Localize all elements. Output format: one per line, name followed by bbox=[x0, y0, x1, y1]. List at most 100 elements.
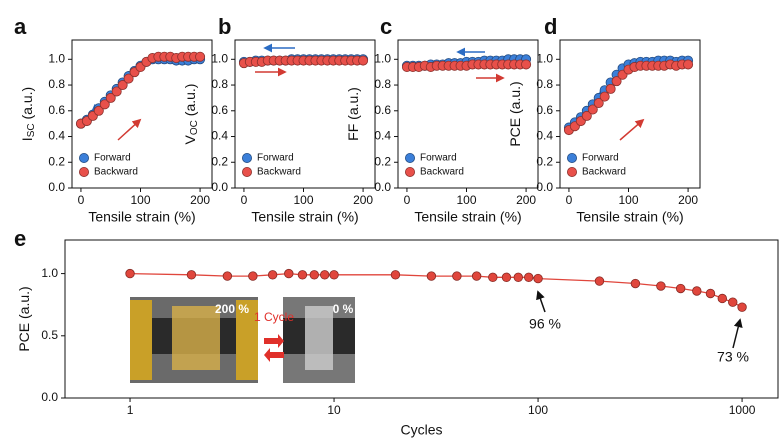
legend-marker bbox=[404, 166, 415, 177]
panel-label: a bbox=[14, 14, 27, 39]
y-tick-label: 0.2 bbox=[211, 154, 228, 168]
data-point bbox=[125, 268, 135, 279]
legend-label: Forward bbox=[94, 153, 131, 164]
x-tick-label: 200 bbox=[190, 193, 210, 207]
y-tick-label: 0.8 bbox=[48, 77, 65, 91]
inset-label: 200 % bbox=[215, 302, 249, 316]
data-point bbox=[692, 286, 702, 296]
panel-label: e bbox=[14, 226, 26, 251]
legend-label: Backward bbox=[582, 167, 626, 178]
plot-frame bbox=[397, 39, 539, 189]
y-tick-label: 0.8 bbox=[374, 77, 391, 91]
y-axis-label-part: OC bbox=[189, 120, 200, 135]
y-tick-label: 0.5 bbox=[41, 328, 58, 342]
data-point bbox=[117, 80, 128, 91]
x-tick-label: 100 bbox=[293, 193, 313, 207]
x-tick-label: 200 bbox=[353, 193, 373, 207]
data-point bbox=[737, 302, 747, 312]
y-tick-label: 0.6 bbox=[374, 103, 391, 117]
data-point bbox=[705, 288, 716, 299]
data-point bbox=[675, 283, 686, 294]
y-axis-label: VOC (a.u.) bbox=[182, 84, 200, 145]
y-tick-label: 0.6 bbox=[48, 103, 65, 117]
data-point bbox=[105, 92, 116, 103]
y-axis-label-part: (a.u.) bbox=[19, 87, 35, 124]
annotation-arrow bbox=[619, 118, 645, 141]
legend-label: Forward bbox=[420, 153, 457, 164]
data-point bbox=[99, 99, 110, 110]
x-tick-label: 100 bbox=[130, 193, 150, 207]
y-axis-label-part: V bbox=[182, 134, 198, 144]
y-axis-label-part: I bbox=[19, 137, 35, 141]
data-point bbox=[123, 73, 134, 84]
y-tick-label: 1.0 bbox=[48, 51, 65, 65]
y-tick-label: 0.4 bbox=[48, 129, 65, 143]
data-point bbox=[390, 270, 401, 280]
data-point bbox=[329, 270, 339, 280]
data-point bbox=[599, 91, 610, 102]
swap-arrow bbox=[264, 348, 284, 362]
x-tick-label: 0 bbox=[404, 193, 411, 207]
y-axis-label: PCE (a.u.) bbox=[16, 286, 32, 351]
x-tick-label: 1000 bbox=[729, 403, 756, 417]
data-point bbox=[605, 83, 616, 94]
data-point bbox=[524, 272, 534, 283]
data-point bbox=[533, 273, 543, 284]
y-axis-label-part: (a.u.) bbox=[182, 84, 198, 121]
x-axis-label: Tensile strain (%) bbox=[88, 209, 195, 225]
x-tick-label: 100 bbox=[528, 403, 548, 417]
legend-marker bbox=[567, 152, 578, 163]
data-point bbox=[471, 271, 482, 281]
x-tick-label: 100 bbox=[618, 193, 638, 207]
photo-electrode bbox=[236, 300, 258, 380]
data-point bbox=[186, 270, 197, 280]
x-tick-label: 200 bbox=[516, 193, 536, 207]
x-axis-label: Tensile strain (%) bbox=[251, 209, 358, 225]
data-point bbox=[222, 271, 233, 281]
data-point bbox=[111, 86, 122, 97]
data-point bbox=[488, 272, 498, 283]
inset-label: 1 Cycle bbox=[254, 310, 294, 324]
data-point bbox=[717, 293, 728, 304]
legend-marker bbox=[79, 166, 90, 177]
y-tick-label: 0.0 bbox=[41, 390, 58, 404]
x-tick-label: 1 bbox=[127, 403, 134, 417]
legend-marker bbox=[241, 166, 252, 177]
data-point bbox=[284, 268, 294, 279]
plot-frame bbox=[559, 39, 701, 189]
data-point bbox=[248, 271, 258, 281]
x-axis-label: Tensile strain (%) bbox=[576, 209, 683, 225]
y-axis-label-part: FF (a.u.) bbox=[345, 87, 361, 141]
annotation: 96 % bbox=[529, 316, 561, 332]
y-tick-label: 1.0 bbox=[374, 51, 391, 65]
y-axis-label: PCE (a.u.) bbox=[507, 81, 523, 146]
panel-label: d bbox=[544, 14, 557, 39]
legend-label: Forward bbox=[257, 153, 294, 164]
y-tick-label: 0.2 bbox=[374, 154, 391, 168]
y-tick-label: 0.4 bbox=[374, 129, 391, 143]
legend-label: Backward bbox=[420, 167, 464, 178]
legend-marker bbox=[404, 152, 415, 163]
y-axis-label: ISC (a.u.) bbox=[19, 87, 37, 141]
legend-label: Backward bbox=[94, 167, 138, 178]
data-point bbox=[513, 272, 523, 283]
swap-arrow bbox=[264, 334, 284, 348]
plot-frame bbox=[71, 39, 213, 189]
annotation: 73 % bbox=[717, 349, 749, 365]
y-tick-label: 0.0 bbox=[536, 180, 553, 194]
x-axis-label: Cycles bbox=[400, 422, 442, 438]
y-tick-label: 1.0 bbox=[211, 51, 228, 65]
y-tick-label: 0.8 bbox=[536, 77, 553, 91]
y-tick-label: 0.8 bbox=[211, 77, 228, 91]
y-tick-label: 1.0 bbox=[41, 266, 58, 280]
y-tick-label: 0.6 bbox=[211, 103, 228, 117]
y-tick-label: 0.0 bbox=[48, 180, 65, 194]
data-point bbox=[581, 110, 592, 121]
data-point bbox=[297, 270, 308, 280]
y-tick-label: 0.4 bbox=[211, 129, 228, 143]
y-tick-label: 0.4 bbox=[536, 129, 553, 143]
y-axis-label: FF (a.u.) bbox=[345, 87, 361, 141]
y-tick-label: 0.2 bbox=[536, 154, 553, 168]
annotation-arrow bbox=[732, 318, 743, 349]
